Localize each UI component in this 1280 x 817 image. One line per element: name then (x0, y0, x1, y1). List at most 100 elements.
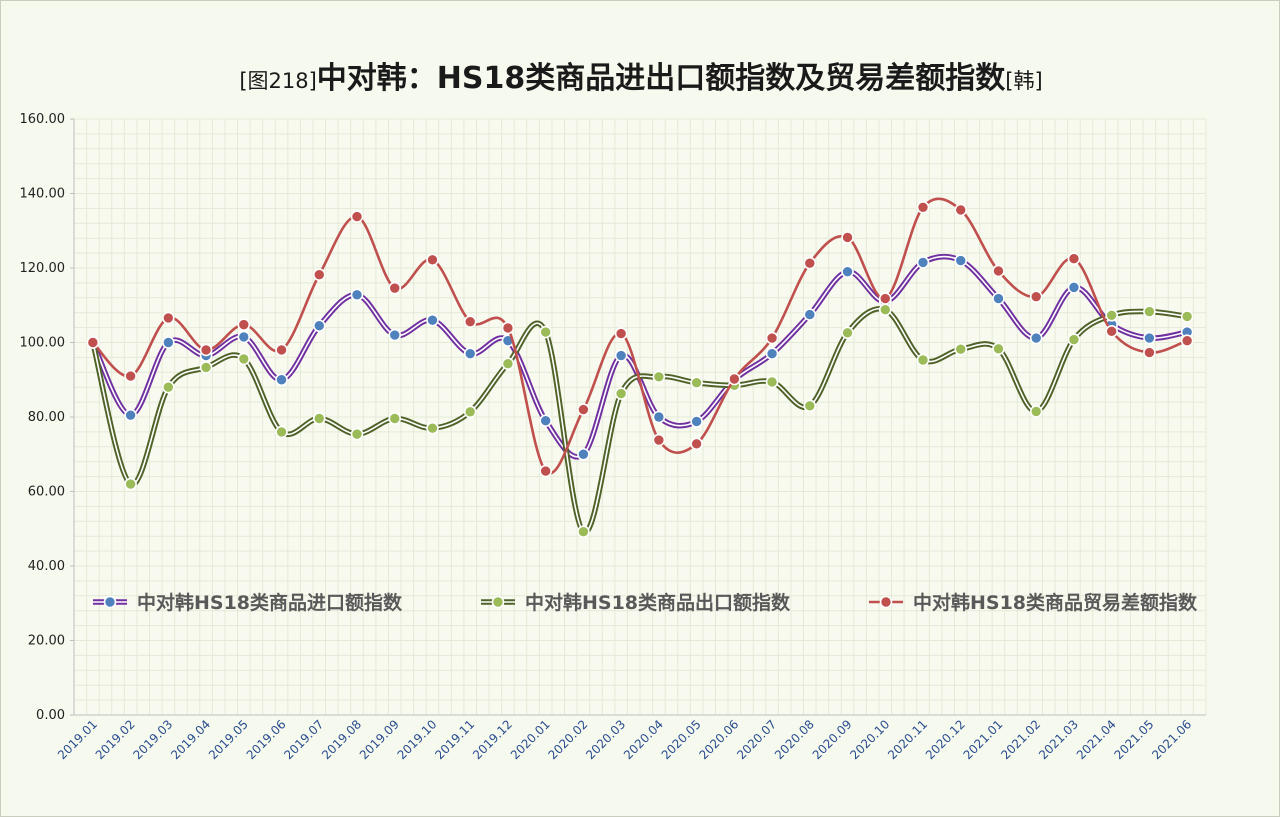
data-point (690, 437, 703, 451)
data-point (803, 308, 817, 321)
data-point (614, 327, 628, 340)
data-point (388, 412, 402, 425)
data-point (426, 253, 439, 267)
x-tick-label: 2019.09 (357, 717, 402, 762)
data-point (539, 414, 552, 428)
data-point (463, 405, 477, 419)
data-point (162, 336, 175, 349)
data-point (652, 410, 666, 424)
data-point (237, 318, 251, 331)
data-point (878, 303, 892, 317)
data-point (463, 315, 477, 328)
data-point (1029, 290, 1043, 303)
data-point (841, 265, 854, 279)
data-point (803, 399, 817, 413)
y-tick-label: 40.00 (28, 559, 65, 574)
data-point (728, 372, 741, 386)
data-point (1143, 331, 1156, 345)
legend-marker (491, 595, 505, 609)
data-point (388, 281, 402, 295)
data-point (124, 369, 137, 383)
data-point (1067, 252, 1081, 265)
data-point (388, 328, 402, 342)
x-tick-label: 2020.11 (885, 717, 930, 762)
data-point (1180, 310, 1194, 323)
x-tick-label: 2020.07 (734, 717, 779, 762)
data-point (237, 330, 251, 344)
y-tick-label: 120.00 (20, 261, 66, 276)
data-point (1105, 325, 1118, 338)
data-point (841, 326, 854, 340)
data-point (1029, 405, 1043, 418)
data-point (426, 421, 439, 435)
x-tick-label: 2021.06 (1149, 717, 1194, 762)
data-point (992, 342, 1005, 356)
x-tick-label: 2019.07 (281, 717, 326, 762)
series-trade-balance-index (86, 197, 1194, 478)
data-point (652, 370, 666, 384)
data-point (577, 525, 590, 539)
data-point (614, 387, 628, 400)
data-point (1143, 346, 1156, 359)
x-tick-label: 2019.05 (206, 717, 251, 762)
x-tick-label: 2020.05 (659, 717, 704, 762)
title-suffix: [韩] (1005, 69, 1043, 93)
title-main: 中对韩：HS18类商品进出口额指数及贸易差额指数 (316, 61, 1006, 96)
data-point (350, 288, 364, 302)
x-tick-label: 2019.06 (244, 717, 289, 762)
legend-marker (103, 595, 117, 609)
data-point (275, 425, 288, 439)
x-tick-label: 2019.02 (93, 717, 138, 762)
title-prefix: [图218] (239, 69, 317, 93)
x-tick-label: 2020.08 (772, 717, 817, 762)
data-point (992, 264, 1005, 278)
data-point (1180, 334, 1194, 347)
data-point (426, 313, 439, 327)
data-point (237, 352, 251, 366)
x-tick-label: 2020.12 (923, 717, 968, 762)
data-point (501, 321, 515, 335)
y-tick-label: 140.00 (20, 187, 66, 202)
x-tick-label: 2019.03 (130, 717, 175, 762)
data-point (312, 268, 326, 282)
chart-title: [图218]中对韩：HS18类商品进出口额指数及贸易差额指数[韩] (1, 53, 1279, 97)
y-tick-label: 160.00 (20, 112, 66, 127)
data-point (765, 375, 779, 389)
data-point (312, 412, 326, 425)
data-point (916, 200, 930, 214)
data-point (690, 376, 703, 390)
legend-label: 中对韩HS18类商品贸易差额指数 (913, 591, 1198, 614)
data-point (350, 210, 364, 223)
x-tick-label: 2020.09 (810, 717, 855, 762)
x-tick-label: 2020.02 (546, 717, 591, 762)
data-point (463, 347, 477, 360)
x-tick-label: 2019.11 (432, 717, 477, 762)
x-tick-label: 2019.08 (319, 717, 364, 762)
x-tick-label: 2020.04 (621, 717, 666, 762)
data-point (992, 292, 1005, 305)
data-point (350, 427, 364, 441)
y-tick-label: 80.00 (28, 410, 65, 425)
data-point (1067, 281, 1081, 294)
data-point (765, 331, 779, 345)
data-point (916, 353, 930, 367)
data-point (162, 311, 175, 325)
data-point (539, 464, 552, 478)
series-export-index (86, 303, 1194, 539)
data-point (954, 203, 968, 217)
y-tick-label: 0.00 (36, 708, 65, 723)
data-point (803, 256, 817, 270)
data-point (954, 342, 968, 356)
data-point (878, 292, 892, 305)
data-point (577, 447, 590, 461)
data-point (690, 415, 703, 428)
legend-item-export-index: 中对韩HS18类商品出口额指数 (481, 591, 791, 614)
data-point (577, 403, 590, 416)
x-tick-label: 2021.01 (961, 717, 1006, 762)
x-tick-label: 2019.12 (470, 717, 515, 762)
legend-label: 中对韩HS18类商品进口额指数 (137, 591, 403, 614)
data-point (1029, 331, 1043, 345)
data-point (1143, 305, 1156, 318)
